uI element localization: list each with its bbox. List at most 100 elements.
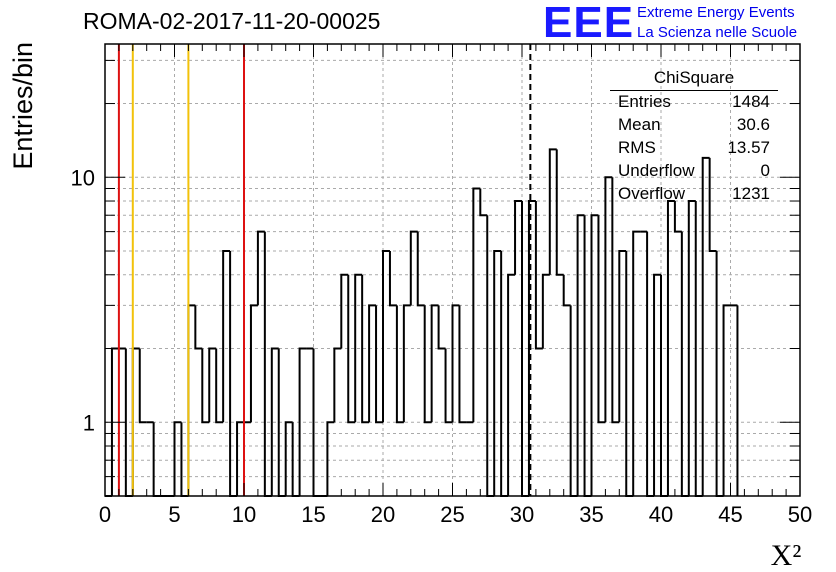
histogram-bin [375, 305, 383, 424]
histogram-bin [618, 250, 627, 423]
histogram-bin [416, 231, 425, 307]
histogram-bin [256, 230, 265, 306]
stats-key: Overflow [618, 184, 686, 203]
histogram-bin [493, 250, 502, 496]
histogram-bin [382, 250, 390, 423]
axis-ticks [104, 44, 801, 497]
histogram-bin [173, 421, 182, 496]
histogram-bin [395, 305, 404, 424]
y-tick-label: 10 [71, 165, 95, 190]
x-tick-label: 40 [649, 502, 673, 527]
histogram-bin [507, 273, 516, 496]
histogram-bin [229, 251, 238, 497]
histogram-bin [472, 187, 481, 423]
stats-value: 1484 [732, 92, 770, 111]
histogram-bin [354, 273, 363, 423]
histogram-bin [249, 304, 258, 423]
x-tick-label: 20 [371, 502, 395, 527]
histogram-bin [236, 421, 244, 496]
histogram-bin [333, 347, 342, 423]
histogram-bin [388, 251, 397, 307]
histogram-bin [646, 231, 655, 497]
histogram-bin [451, 304, 460, 423]
histogram-bin [541, 273, 550, 349]
histogram-bin [284, 421, 293, 496]
stats-row-underflow: Underflow 0 [618, 161, 770, 183]
histogram-bin [138, 348, 147, 424]
histogram-bin [430, 304, 439, 423]
histogram-bin [562, 274, 571, 307]
x-tick-label: 5 [168, 502, 180, 527]
histogram-bin [409, 230, 418, 306]
histogram-bin [368, 304, 377, 423]
eee-logo-line2: La Scienza nelle Scuole [637, 24, 798, 41]
histogram-bin [340, 273, 349, 349]
stats-value: 13.57 [727, 138, 770, 157]
histogram-bin [715, 251, 724, 497]
histogram-bin [597, 215, 606, 424]
run-title: ROMA-02-2017-11-20-00025 [83, 8, 381, 34]
histogram-bin [701, 156, 710, 496]
histogram-bin [514, 200, 522, 275]
stats-value: 0 [760, 161, 770, 180]
histogram-bin [722, 304, 731, 496]
x-tick-label: 0 [99, 502, 111, 527]
histogram-bin [270, 347, 279, 496]
histogram-bin [653, 273, 661, 496]
histogram-bin [201, 348, 210, 424]
histogram-bin [569, 305, 578, 497]
histogram-bin [611, 177, 620, 424]
histogram-bin [527, 200, 536, 496]
x-tick-label: 15 [301, 502, 325, 527]
stats-row-overflow: Overflow 1231 [618, 184, 770, 206]
histogram-bin [548, 148, 557, 275]
x-tick-label: 10 [232, 502, 256, 527]
y-axis-label: Entries/bin [8, 42, 38, 170]
histogram-bin [215, 348, 224, 424]
histogram-bin [680, 231, 689, 497]
stats-key: Mean [618, 115, 661, 134]
histogram-bin [479, 188, 488, 217]
histogram-bin [604, 176, 613, 423]
histogram-bin [263, 231, 272, 497]
eee-logo: EEE Extreme Energy Events La Scienza nel… [543, 0, 833, 47]
histogram-bin [500, 251, 509, 497]
x-axis-label: X² [771, 539, 802, 572]
stats-row-entries: Entries 1484 [618, 92, 770, 114]
stats-title: ChiSquare [653, 68, 735, 87]
x-tick-label: 45 [718, 502, 742, 527]
eee-logo-line1: Extreme Energy Events [637, 4, 795, 21]
histogram-bin [194, 305, 203, 350]
histogram-bin [437, 305, 446, 350]
histogram-bin [458, 305, 467, 424]
stats-value: 1231 [732, 184, 770, 203]
y-tick-label: 1 [83, 410, 95, 435]
histogram-bin [583, 215, 592, 497]
stats-divider [610, 90, 778, 91]
histogram-bin [673, 201, 682, 233]
histogram-bin [402, 304, 411, 423]
histogram-bin [222, 250, 231, 423]
histogram-bin [590, 214, 599, 496]
histogram-bin [444, 348, 453, 424]
histogram-bin [687, 200, 696, 496]
histogram-bin [486, 215, 495, 497]
histogram-bin [534, 201, 543, 350]
histogram-bin [660, 274, 668, 497]
histogram-bin [632, 230, 641, 496]
stats-row-rms: RMS 13.57 [618, 138, 770, 160]
stats-key: Underflow [618, 161, 695, 180]
histogram-bin [208, 347, 217, 423]
stats-key: RMS [618, 138, 656, 157]
histogram-bin [423, 305, 432, 424]
stats-row-mean: Mean 30.6 [618, 115, 770, 137]
stats-key: Entries [618, 92, 671, 111]
stats-value: 30.6 [736, 115, 770, 134]
histogram-bin [555, 149, 564, 276]
histogram-bin [361, 274, 370, 424]
tick-labels: 0 5 10 15 20 25 30 35 40 45 50 1 10 [71, 165, 813, 527]
x-tick-label: 30 [510, 502, 534, 527]
histogram-bin [708, 157, 717, 253]
histogram-bin [576, 214, 585, 496]
